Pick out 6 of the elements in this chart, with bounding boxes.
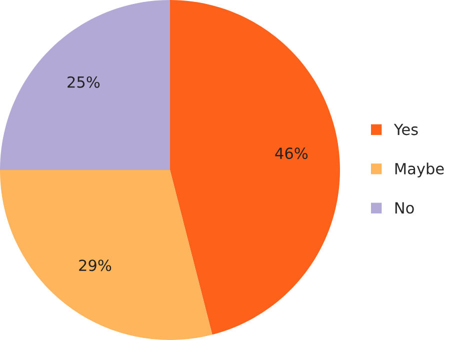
- legend-label: Maybe: [395, 162, 444, 178]
- data-label: 29%: [79, 260, 112, 272]
- legend-label: Yes: [394, 124, 418, 136]
- data-label: 25%: [68, 76, 100, 88]
- data-label: 46%: [275, 148, 308, 160]
- legend-label: No: [395, 202, 414, 214]
